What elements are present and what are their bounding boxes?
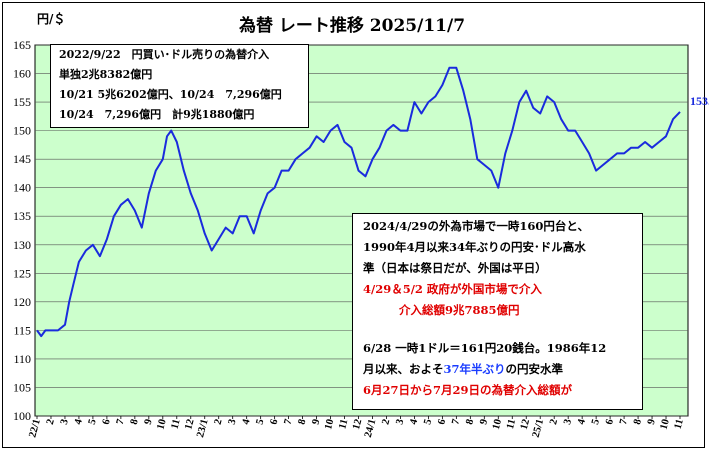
x-tick-label: 10 <box>155 418 168 431</box>
x-tick-label: 6 <box>101 418 113 426</box>
note-line: 10/24 7,296億円 計9兆1880億円 <box>59 108 255 121</box>
intervention-note-2024: 2024/4/29の外為市場で一時160円台と、 1990年4月以来34年ぶりの… <box>352 213 643 410</box>
x-tick-label: 23/1 <box>195 418 210 439</box>
y-tick-label: 140 <box>13 181 31 195</box>
intervention-note-2022: 2022/9/22 円買い･ドル売りの為替介入 単独2兆8382億円 10/21… <box>50 44 309 128</box>
y-tick-label: 135 <box>13 209 31 223</box>
x-tick-label: 2 <box>213 418 225 426</box>
note-line-red: 6月27日から7月29日の為替介入総額が <box>363 383 573 397</box>
x-tick-label: 25/1 <box>531 418 546 439</box>
last-value-label: 153.28 <box>690 94 709 108</box>
note-line: 2024/4/29の外為市場で一時160円台と、 <box>363 219 589 233</box>
note-line: 6/28 一時1ドル＝161円20銭台。1986年12 <box>363 341 607 355</box>
x-tick-label: 4 <box>408 417 420 426</box>
y-tick-label: 165 <box>13 38 31 52</box>
x-tick-label: 22/1 <box>27 418 42 439</box>
x-tick-label: 3 <box>394 418 406 426</box>
x-tick-label: 3 <box>227 418 239 426</box>
x-tick-label: 4 <box>73 417 85 426</box>
note-line: 単独2兆8382億円 <box>59 68 153 81</box>
x-tick-label: 12 <box>351 418 364 431</box>
y-tick-label: 120 <box>13 295 31 309</box>
x-tick-label: 3 <box>59 418 71 426</box>
note-highlight-blue: 37年半ぶり <box>443 362 506 376</box>
x-tick-label: 12 <box>519 418 532 431</box>
x-tick-label: 6 <box>436 418 448 426</box>
x-tick-label: 7 <box>450 418 462 426</box>
x-tick-label: 2 <box>548 418 560 426</box>
x-tick-label: 4 <box>241 417 253 426</box>
note-line: 1990年4月以来34年ぶりの円安･ドル高水 <box>363 240 586 254</box>
x-tick-label: 11 <box>673 418 686 430</box>
x-tick-label: 10 <box>491 418 504 431</box>
x-tick-label: 5 <box>422 418 434 426</box>
note-text: の円安水準 <box>505 362 564 376</box>
x-tick-label: 8 <box>129 418 141 426</box>
y-tick-label: 115 <box>13 323 31 337</box>
x-tick-label: 2 <box>45 418 57 426</box>
x-tick-label: 5 <box>255 418 267 426</box>
x-tick-label: 8 <box>464 418 476 426</box>
x-tick-label: 11 <box>169 418 182 430</box>
x-tick-label: 24/1 <box>363 418 378 439</box>
note-text: 月以来、およそ <box>363 362 444 376</box>
x-tick-label: 5 <box>590 418 602 426</box>
x-tick-label: 9 <box>143 418 155 426</box>
x-tick-label: 10 <box>323 418 336 431</box>
x-tick-label: 2 <box>380 418 392 426</box>
x-tick-label: 3 <box>562 418 574 426</box>
chart-title: 為替 レート推移 2025/11/7 <box>239 15 465 36</box>
x-tick-label: 4 <box>576 417 588 426</box>
x-tick-label: 9 <box>310 418 322 426</box>
note-line-red: 4/29＆5/2 政府が外国市場で介入 <box>363 282 542 296</box>
y-axis-ticks: 100 105 110 115 120 125 130 135 140 145 150 155 160 1… <box>13 38 31 423</box>
y-tick-label: 100 <box>13 409 31 423</box>
y-tick-label: 160 <box>13 67 31 81</box>
x-tick-label: 11 <box>337 418 350 430</box>
note-line: 準（日本は祭日だが、外国は平日） <box>363 261 547 275</box>
x-tick-label: 7 <box>115 418 127 426</box>
y-tick-label: 155 <box>13 95 31 109</box>
y-tick-label: 130 <box>13 238 31 252</box>
exchange-rate-line <box>36 66 681 338</box>
note-line: 月以来、およそ37年半ぶりの円安水準 <box>363 359 642 380</box>
x-tick-label: 9 <box>478 418 490 426</box>
x-tick-label: 9 <box>646 418 658 426</box>
y-tick-label: 150 <box>13 124 31 138</box>
x-tick-label: 7 <box>283 418 295 426</box>
y-tick-label: 105 <box>13 380 31 394</box>
x-tick-label: 8 <box>632 418 644 426</box>
note-line: 10/21 5兆6202億円、10/24 7,296億円 <box>59 88 282 101</box>
x-tick-label: 5 <box>87 418 99 426</box>
y-axis-unit: 円/＄ <box>37 11 65 26</box>
x-tick-label: 6 <box>269 418 281 426</box>
x-tick-label: 6 <box>604 418 616 426</box>
note-line-red: 介入総額9兆7885億円 <box>399 303 520 317</box>
x-tick-label: 8 <box>297 418 309 426</box>
y-tick-label: 125 <box>13 266 31 280</box>
note-line: 2022/9/22 円買い･ドル売りの為替介入 <box>59 48 270 61</box>
x-tick-label: 7 <box>618 418 630 426</box>
x-tick-label: 10 <box>659 418 672 431</box>
y-tick-label: 110 <box>13 352 31 366</box>
x-tick-label: 11 <box>505 418 518 430</box>
x-tick-label: 12 <box>183 418 196 431</box>
y-tick-label: 145 <box>13 152 31 166</box>
